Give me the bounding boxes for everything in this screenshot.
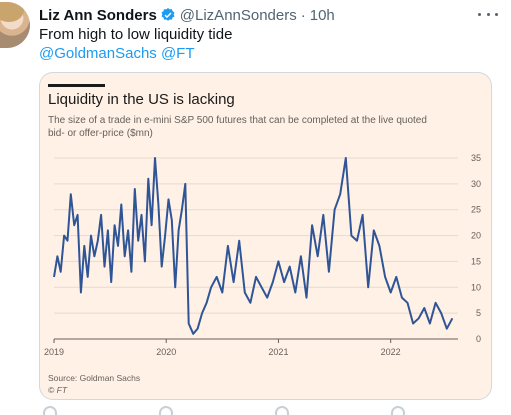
series-line-0: [53, 157, 454, 335]
verified-badge-icon: [161, 8, 175, 21]
chart-subtitle: The size of a trade in e-mini S&P 500 fu…: [48, 115, 427, 139]
tweet-timestamp[interactable]: 10h: [309, 6, 335, 24]
x-tick-label-2021: 2021: [268, 347, 288, 357]
header-separator: ·: [300, 6, 306, 24]
x-tick-label-2019: 2019: [44, 347, 64, 357]
tweet-action-bar: [39, 404, 499, 415]
y-tick-label-25: 25: [471, 205, 481, 215]
mention-ft[interactable]: @FT: [160, 45, 195, 62]
avatar[interactable]: [0, 2, 30, 48]
chart-source: Source: Goldman Sachs: [48, 373, 141, 383]
author-name[interactable]: Liz Ann Sonders: [39, 6, 157, 24]
y-tick-label-15: 15: [471, 256, 481, 266]
y-tick-label-35: 35: [471, 153, 481, 163]
y-tick-label-20: 20: [471, 231, 481, 241]
title-rule: [48, 84, 105, 87]
liquidity-line-chart: 0 5 10 15 20 25 30 35 2019 2020 2021 2022: [44, 153, 481, 357]
mention-goldmansachs[interactable]: @GoldmanSachs: [39, 45, 157, 62]
retweet-icon[interactable]: [159, 406, 173, 415]
avatar-hair: [0, 2, 24, 22]
author-handle[interactable]: @LizAnnSonders: [179, 6, 297, 24]
chart-image-card[interactable]: Liquidity in the US is lacking The size …: [39, 72, 492, 400]
chart-title: Liquidity in the US is lacking: [48, 91, 235, 108]
y-tick-label-10: 10: [471, 282, 481, 292]
x-tick-label-2020: 2020: [156, 347, 176, 357]
reply-icon[interactable]: [43, 406, 57, 415]
chart-credit: © FT: [48, 385, 68, 395]
tweet-text: From high to low liquidity tide: [39, 26, 233, 43]
tweet-header: Liz Ann Sonders @LizAnnSonders · 10h: [39, 5, 335, 25]
y-tick-label-5: 5: [476, 308, 481, 318]
like-icon[interactable]: [275, 406, 289, 415]
more-options-icon[interactable]: [478, 9, 498, 19]
x-tick-label-2022: 2022: [381, 347, 401, 357]
y-tick-label-30: 30: [471, 179, 481, 189]
share-icon[interactable]: [391, 406, 405, 415]
tweet-mentions: @GoldmanSachs @FT: [39, 45, 195, 62]
y-tick-label-0: 0: [476, 334, 481, 344]
